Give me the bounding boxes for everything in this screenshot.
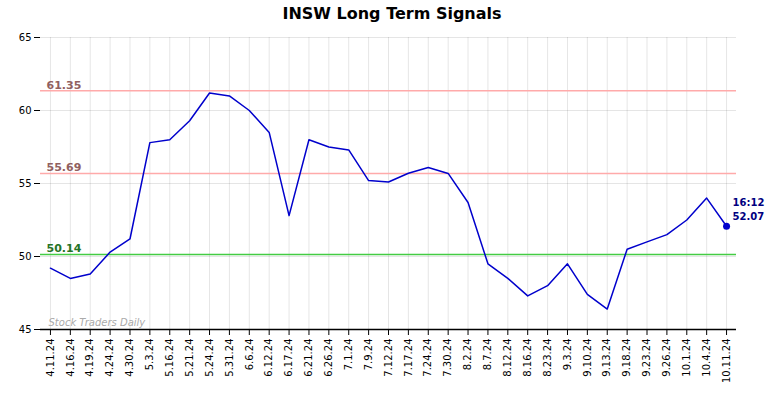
svg-text:6.6.24: 6.6.24 (244, 339, 255, 371)
svg-text:6.21.24: 6.21.24 (303, 339, 314, 377)
svg-text:9.26.24: 9.26.24 (661, 339, 672, 377)
svg-text:7.24.24: 7.24.24 (422, 339, 433, 377)
svg-text:5.31.24: 5.31.24 (224, 339, 235, 377)
svg-text:9.18.24: 9.18.24 (621, 339, 632, 377)
svg-text:7.30.24: 7.30.24 (442, 339, 453, 377)
svg-text:9.23.24: 9.23.24 (641, 339, 652, 377)
svg-text:10.1.24: 10.1.24 (681, 339, 692, 377)
svg-text:4.11.24: 4.11.24 (45, 339, 56, 377)
svg-text:45: 45 (19, 324, 32, 335)
svg-text:6.26.24: 6.26.24 (323, 339, 334, 377)
html-text:INSW Long Term Signals: INSW Long Term Signals (282, 4, 502, 23)
svg-text:8.2.24: 8.2.24 (462, 339, 473, 371)
svg-text:9.3.24: 9.3.24 (562, 339, 573, 371)
svg-text:50.14: 50.14 (47, 242, 82, 255)
svg-text:6.12.24: 6.12.24 (263, 339, 274, 377)
svg-text:8.7.24: 8.7.24 (482, 339, 493, 371)
svg-text:50: 50 (19, 251, 32, 262)
svg-text:65: 65 (19, 32, 32, 43)
svg-text:9.10.24: 9.10.24 (582, 339, 593, 377)
svg-text:16:12: 16:12 (733, 197, 765, 208)
svg-text:6.17.24: 6.17.24 (283, 339, 294, 377)
svg-text:10.11.24: 10.11.24 (721, 339, 732, 384)
svg-text:5.21.24: 5.21.24 (184, 339, 195, 377)
svg-text:52.07: 52.07 (733, 211, 765, 222)
svg-text:4.19.24: 4.19.24 (84, 339, 95, 377)
svg-text:55: 55 (19, 178, 32, 189)
svg-text:8.12.24: 8.12.24 (502, 339, 513, 377)
svg-text:5.24.24: 5.24.24 (204, 339, 215, 377)
svg-text:7.9.24: 7.9.24 (363, 339, 374, 371)
svg-text:60: 60 (19, 105, 32, 116)
svg-text:4.24.24: 4.24.24 (104, 339, 115, 377)
svg-text:4.30.24: 4.30.24 (124, 339, 135, 377)
svg-text:61.35: 61.35 (47, 79, 82, 92)
svg-text:Stock Traders Daily: Stock Traders Daily (49, 317, 147, 328)
svg-text:5.16.24: 5.16.24 (164, 339, 175, 377)
svg-text:7.17.24: 7.17.24 (403, 339, 414, 377)
svg-text:8.16.24: 8.16.24 (522, 339, 533, 377)
svg-text:5.3.24: 5.3.24 (144, 339, 155, 371)
svg-text:8.23.24: 8.23.24 (542, 339, 553, 377)
svg-text:7.1.24: 7.1.24 (343, 339, 354, 371)
svg-text:55.69: 55.69 (47, 161, 82, 174)
svg-text:4.16.24: 4.16.24 (65, 339, 76, 377)
svg-text:9.13.24: 9.13.24 (601, 339, 612, 377)
svg-text:7.12.24: 7.12.24 (383, 339, 394, 377)
svg-text:10.4.24: 10.4.24 (701, 339, 712, 377)
